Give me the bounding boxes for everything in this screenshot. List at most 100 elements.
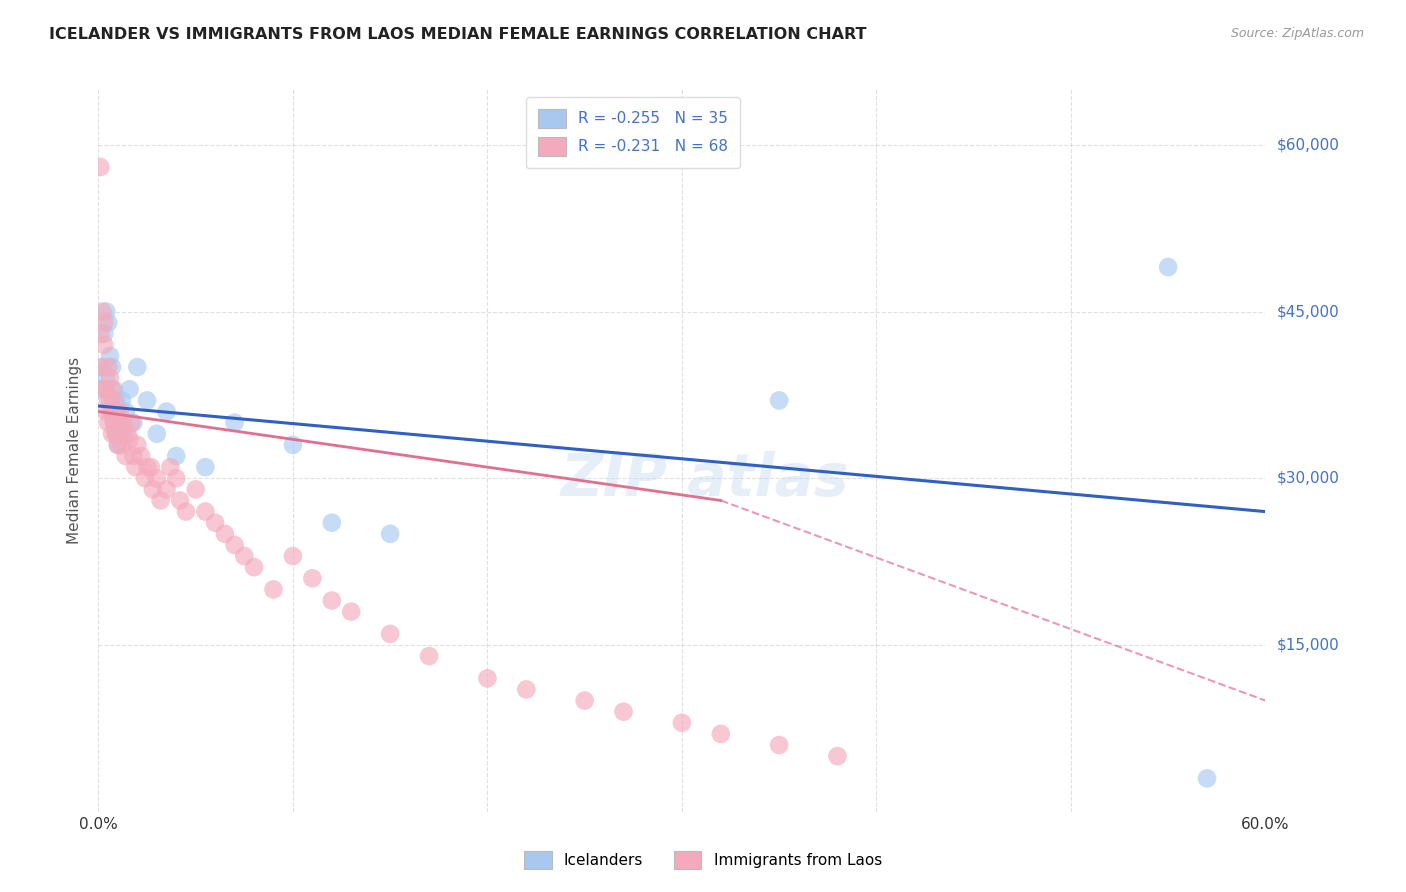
Point [103,416,125,430]
Point [101,404,124,418]
Point [103,416,125,430]
Point [155,483,177,497]
Point [107,404,129,418]
Point [149,493,172,508]
Point [97,316,120,330]
Point [98,371,121,385]
Y-axis label: Median Female Earnings: Median Female Earnings [67,357,83,544]
Point [107,438,129,452]
Point [101,382,124,396]
Point [146,426,169,441]
Legend: Icelanders, Immigrants from Laos: Icelanders, Immigrants from Laos [517,845,889,875]
Point [89,326,111,341]
Text: ZIP atlas: ZIP atlas [561,450,849,508]
Point [243,560,266,574]
Point [93,338,115,352]
Point [112,416,135,430]
Point [114,449,136,463]
Point [146,471,169,485]
Point [93,326,115,341]
Point [224,416,246,430]
Point [204,516,226,530]
Text: $30,000: $30,000 [1277,471,1340,486]
Point [1195,772,1218,786]
Point [124,460,146,475]
Point [111,438,134,452]
Point [515,682,537,697]
Point [107,410,129,425]
Point [380,627,402,641]
Point [108,416,131,430]
Point [321,516,343,530]
Point [380,526,402,541]
Point [114,404,136,418]
Point [101,404,124,418]
Point [127,438,149,452]
Point [103,393,125,408]
Point [165,471,187,485]
Point [418,649,440,664]
Point [91,304,114,318]
Point [91,360,114,375]
Text: $60,000: $60,000 [1277,137,1340,153]
Point [340,605,363,619]
Point [477,671,499,685]
Point [118,433,141,447]
Point [194,505,217,519]
Point [574,693,596,707]
Point [93,316,115,330]
Point [281,438,304,452]
Point [214,526,236,541]
Point [134,471,156,485]
Text: ICELANDER VS IMMIGRANTS FROM LAOS MEDIAN FEMALE EARNINGS CORRELATION CHART: ICELANDER VS IMMIGRANTS FROM LAOS MEDIAN… [49,27,866,42]
Point [165,449,187,463]
Point [301,571,323,585]
Point [142,483,165,497]
Point [98,393,121,408]
Point [96,371,118,385]
Point [127,360,149,375]
Point [121,416,143,430]
Point [101,360,124,375]
Point [155,404,177,418]
Point [111,393,134,408]
Point [194,460,217,475]
Point [671,715,693,730]
Point [710,727,733,741]
Point [122,449,145,463]
Point [174,505,197,519]
Point [93,382,115,396]
Point [104,426,127,441]
Point [89,382,111,396]
Point [91,360,114,375]
Point [118,382,141,396]
Point [1157,260,1180,274]
Point [107,438,129,452]
Legend: R = -0.255   N = 35, R = -0.231   N = 68: R = -0.255 N = 35, R = -0.231 N = 68 [526,97,741,168]
Point [97,393,120,408]
Point [184,483,207,497]
Point [281,549,304,563]
Point [98,404,121,418]
Text: $45,000: $45,000 [1277,304,1340,319]
Text: $15,000: $15,000 [1277,638,1340,652]
Point [129,449,152,463]
Point [139,460,162,475]
Point [768,393,790,408]
Point [97,416,120,430]
Point [827,749,849,764]
Point [96,404,118,418]
Point [117,426,139,441]
Text: Source: ZipAtlas.com: Source: ZipAtlas.com [1230,27,1364,40]
Point [613,705,636,719]
Point [768,738,790,752]
Point [108,404,131,418]
Point [262,582,284,597]
Point [96,382,118,396]
Point [98,349,121,363]
Point [108,426,131,441]
Point [122,416,145,430]
Point [103,382,125,396]
Point [97,360,120,375]
Point [136,393,159,408]
